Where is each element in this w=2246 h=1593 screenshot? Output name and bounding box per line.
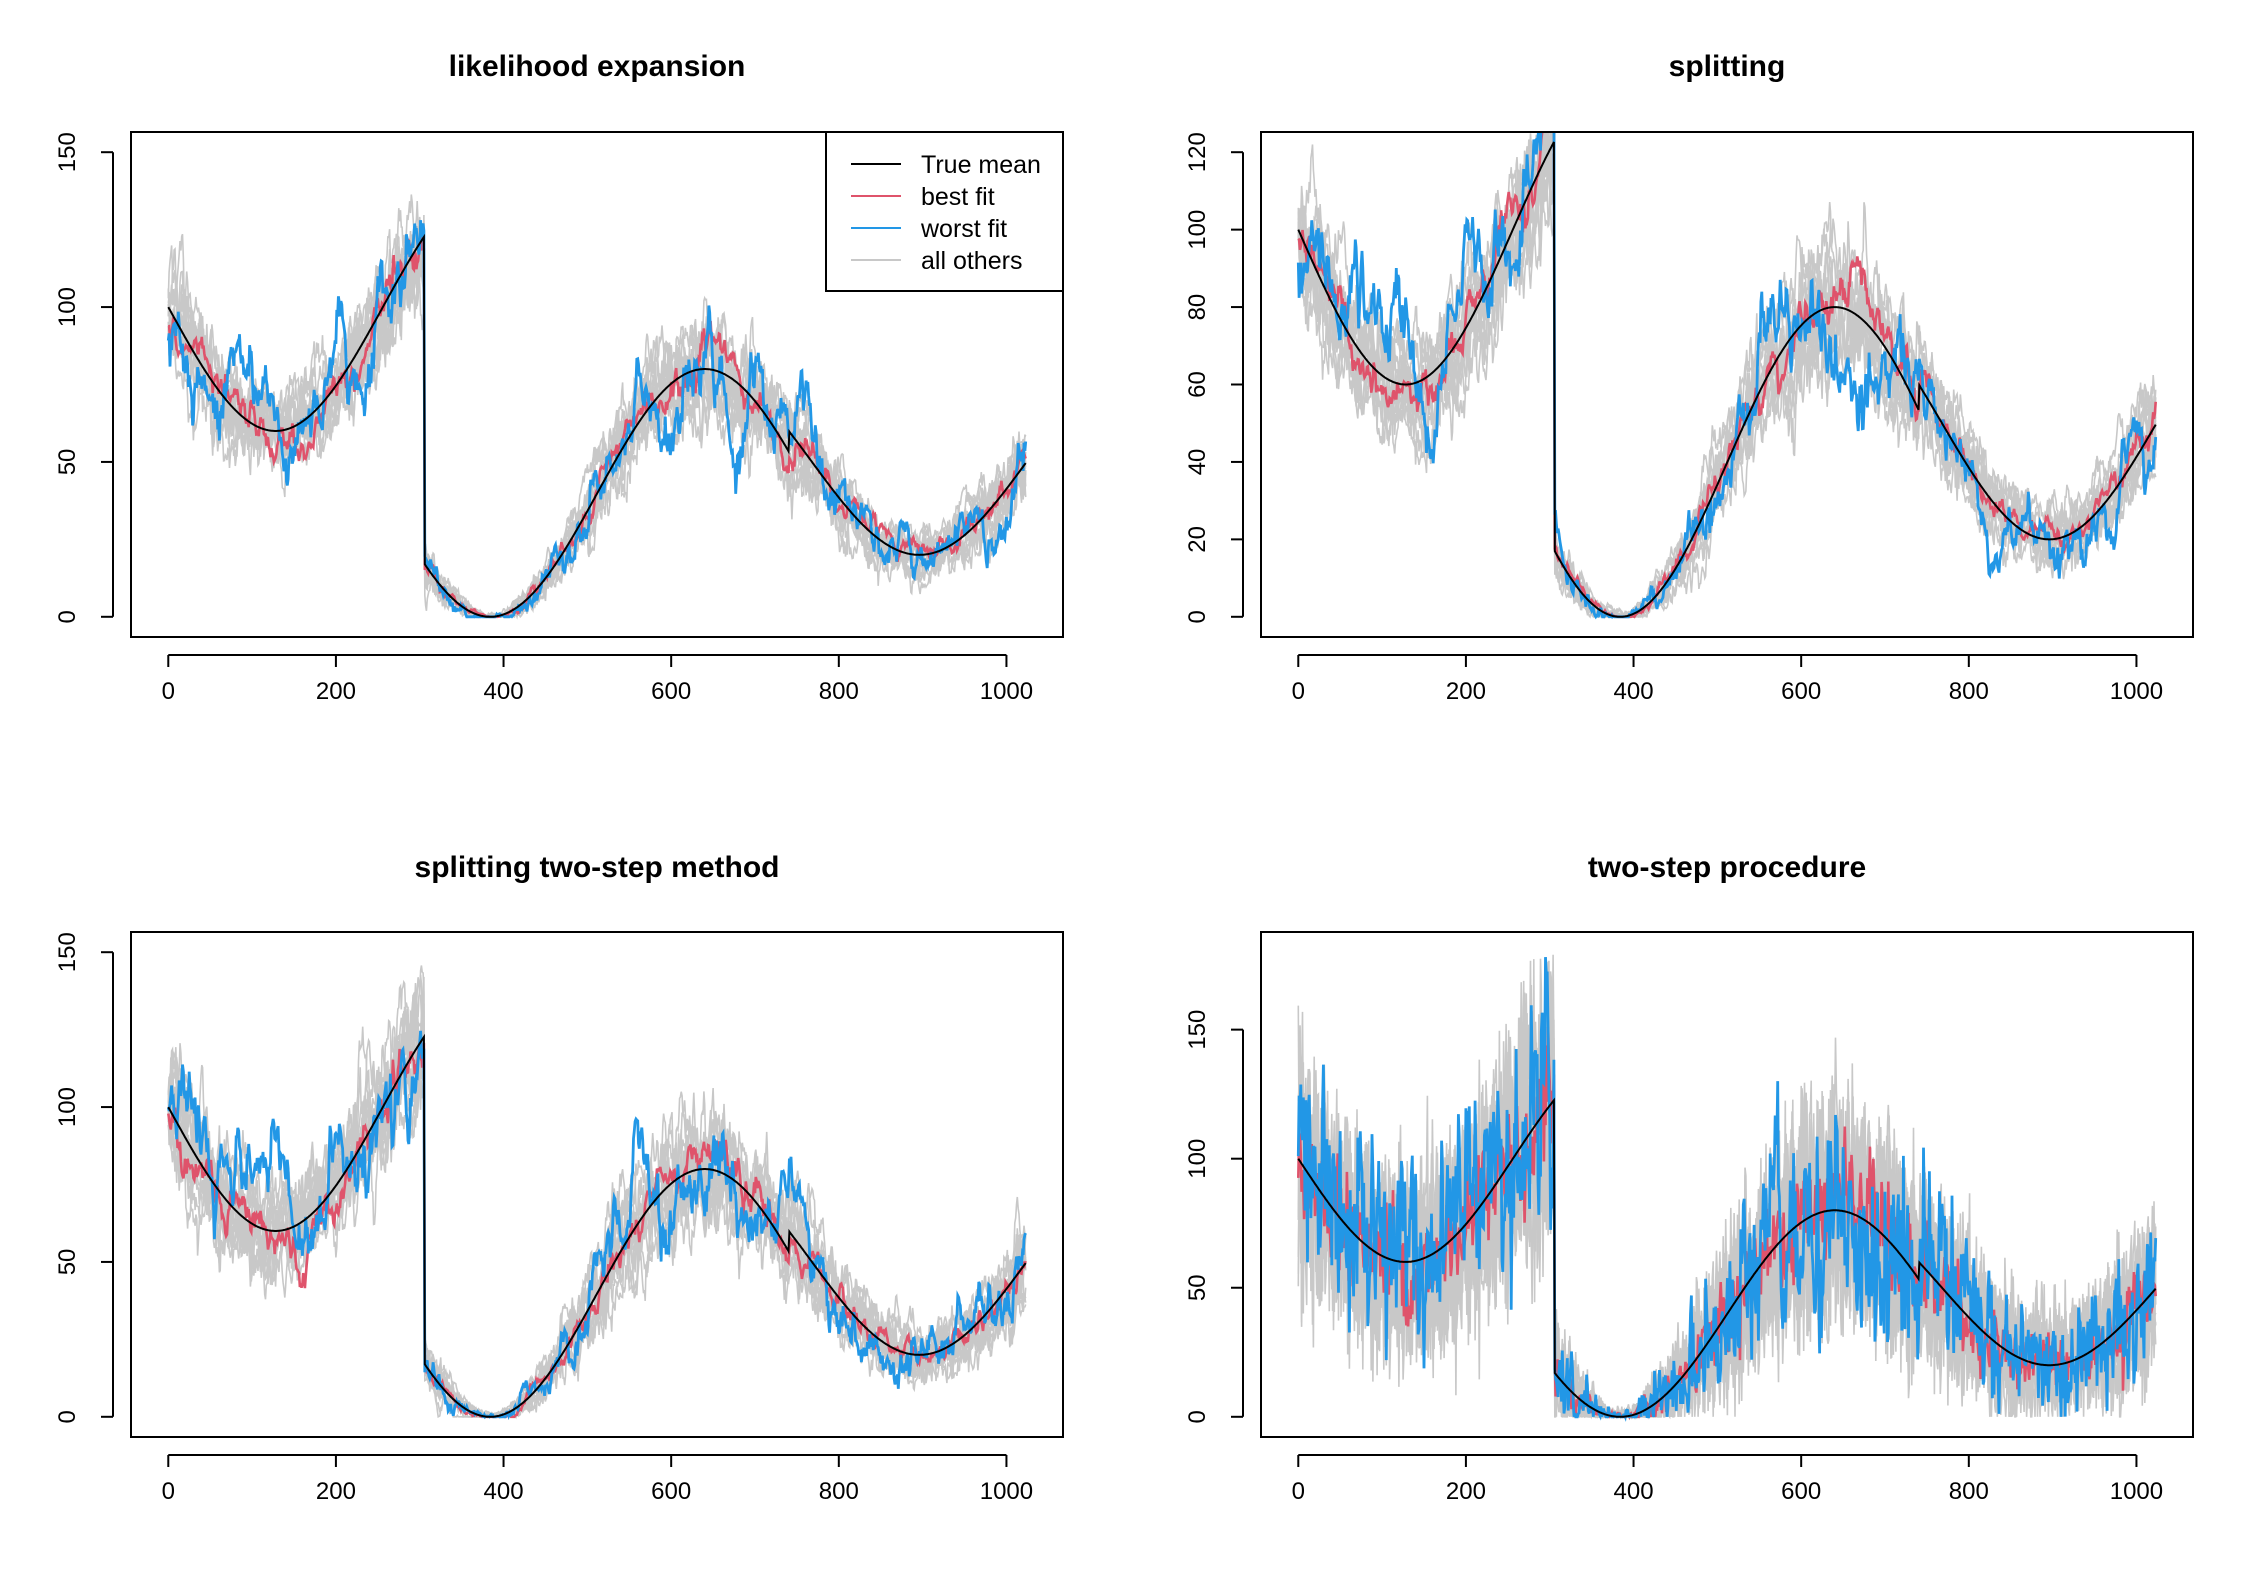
x-tick-label: 200 [316, 678, 356, 705]
panel-title: likelihood expansion [449, 50, 746, 83]
series-worst-fit-line [166, 1030, 1027, 1421]
y-tick-label: 0 [1184, 610, 1211, 623]
series-true-mean-line [1297, 1097, 2157, 1418]
plot-frame [1260, 131, 2194, 638]
series-worst-fit-line [1296, 957, 2158, 1422]
legend-label-true-mean: True mean [921, 151, 1041, 179]
x-tick-label: 800 [1949, 1478, 1989, 1505]
y-tick-label: 50 [1184, 1274, 1211, 1301]
series-worst-fit-line [166, 220, 1028, 619]
plot-area [1296, 954, 2158, 1422]
legend-label-all-others: all others [921, 247, 1022, 275]
series-worst-fit-line [1296, 132, 2158, 620]
y-tick-label: 60 [1184, 371, 1211, 398]
y-tick-label: 0 [1184, 1410, 1211, 1423]
y-tick-label: 40 [1184, 449, 1211, 476]
x-tick-label: 600 [1781, 678, 1821, 705]
panel-title: splitting [1669, 50, 1786, 83]
y-tick-label: 50 [54, 449, 81, 476]
y-tick-label: 100 [1184, 210, 1211, 250]
x-tick-label: 0 [162, 678, 175, 705]
x-tick-label: 200 [1446, 678, 1486, 705]
x-tick-label: 600 [651, 678, 691, 705]
x-tick-label: 0 [1292, 1478, 1305, 1505]
x-tick-label: 1000 [980, 678, 1033, 705]
y-tick-label: 100 [54, 287, 81, 327]
x-tick-label: 400 [1614, 1478, 1654, 1505]
plot-frame [130, 931, 1064, 1438]
y-tick-label: 0 [54, 610, 81, 623]
plot-area [166, 194, 1028, 620]
panel-splitting-two-step-method: splitting two-step method 0 200 400 600 800 1… [54, 851, 1064, 1505]
panel-title: splitting two-step method [415, 851, 780, 884]
panel-title: two-step procedure [1588, 851, 1866, 884]
y-tick-label: 20 [1184, 526, 1211, 553]
y-tick-label: 120 [1184, 132, 1211, 172]
x-tick-label: 800 [819, 678, 859, 705]
panel-splitting: splitting 0 200 400 600 800 1000 0 20 40 60 80 100 1… [1184, 50, 2194, 705]
x-tick-label: 800 [1949, 678, 1989, 705]
x-tick-label: 400 [484, 1478, 524, 1505]
plot-frame [130, 131, 1064, 638]
x-tick-label: 400 [484, 678, 524, 705]
y-tick-label: 150 [54, 932, 81, 972]
axes: 0 200 400 600 800 1000 0 50 100 150 [54, 932, 1033, 1505]
x-tick-label: 600 [1781, 1478, 1821, 1505]
axes: 0 200 400 600 800 1000 0 20 40 60 80 100 120 [1184, 132, 2163, 705]
legend: True mean best fit worst fit all others [825, 131, 1064, 292]
plot-frame [1260, 931, 2194, 1438]
plot-area [1296, 132, 2158, 620]
x-tick-label: 0 [1292, 678, 1305, 705]
x-tick-label: 0 [162, 1478, 175, 1505]
x-tick-label: 200 [1446, 1478, 1486, 1505]
legend-label-worst-fit: worst fit [920, 215, 1007, 243]
legend-box [825, 131, 1064, 292]
y-tick-label: 100 [54, 1087, 81, 1127]
y-tick-label: 80 [1184, 294, 1211, 321]
series-true-mean-line [167, 233, 1027, 618]
series-true-mean-line [167, 1033, 1027, 1418]
series-all-others-line [167, 233, 1027, 618]
x-tick-label: 1000 [2110, 1478, 2163, 1505]
x-tick-label: 1000 [2110, 678, 2163, 705]
x-tick-label: 600 [651, 1478, 691, 1505]
axes: 0 200 400 600 800 1000 0 50 100 150 [54, 132, 1033, 705]
panel-likelihood-expansion: likelihood expansion 0 200 400 600 800 1000 0 5… [54, 50, 1064, 705]
y-tick-label: 150 [1184, 1010, 1211, 1050]
axes: 0 200 400 600 800 1000 0 50 100 150 [1184, 1010, 2163, 1505]
panel-two-step-procedure: two-step procedure 0 200 400 600 800 1000 0 50 1… [1184, 851, 2194, 1505]
y-tick-label: 100 [1184, 1139, 1211, 1179]
y-tick-label: 50 [54, 1249, 81, 1276]
legend-label-best-fit: best fit [921, 183, 995, 211]
y-tick-label: 150 [54, 132, 81, 172]
series-all-others-line [167, 965, 1027, 1418]
x-tick-label: 400 [1614, 678, 1654, 705]
x-tick-label: 800 [819, 1478, 859, 1505]
x-tick-label: 1000 [980, 1478, 1033, 1505]
y-tick-label: 0 [54, 1410, 81, 1423]
plot-area [166, 965, 1027, 1421]
series-true-mean-line [1297, 141, 2157, 618]
x-tick-label: 200 [316, 1478, 356, 1505]
